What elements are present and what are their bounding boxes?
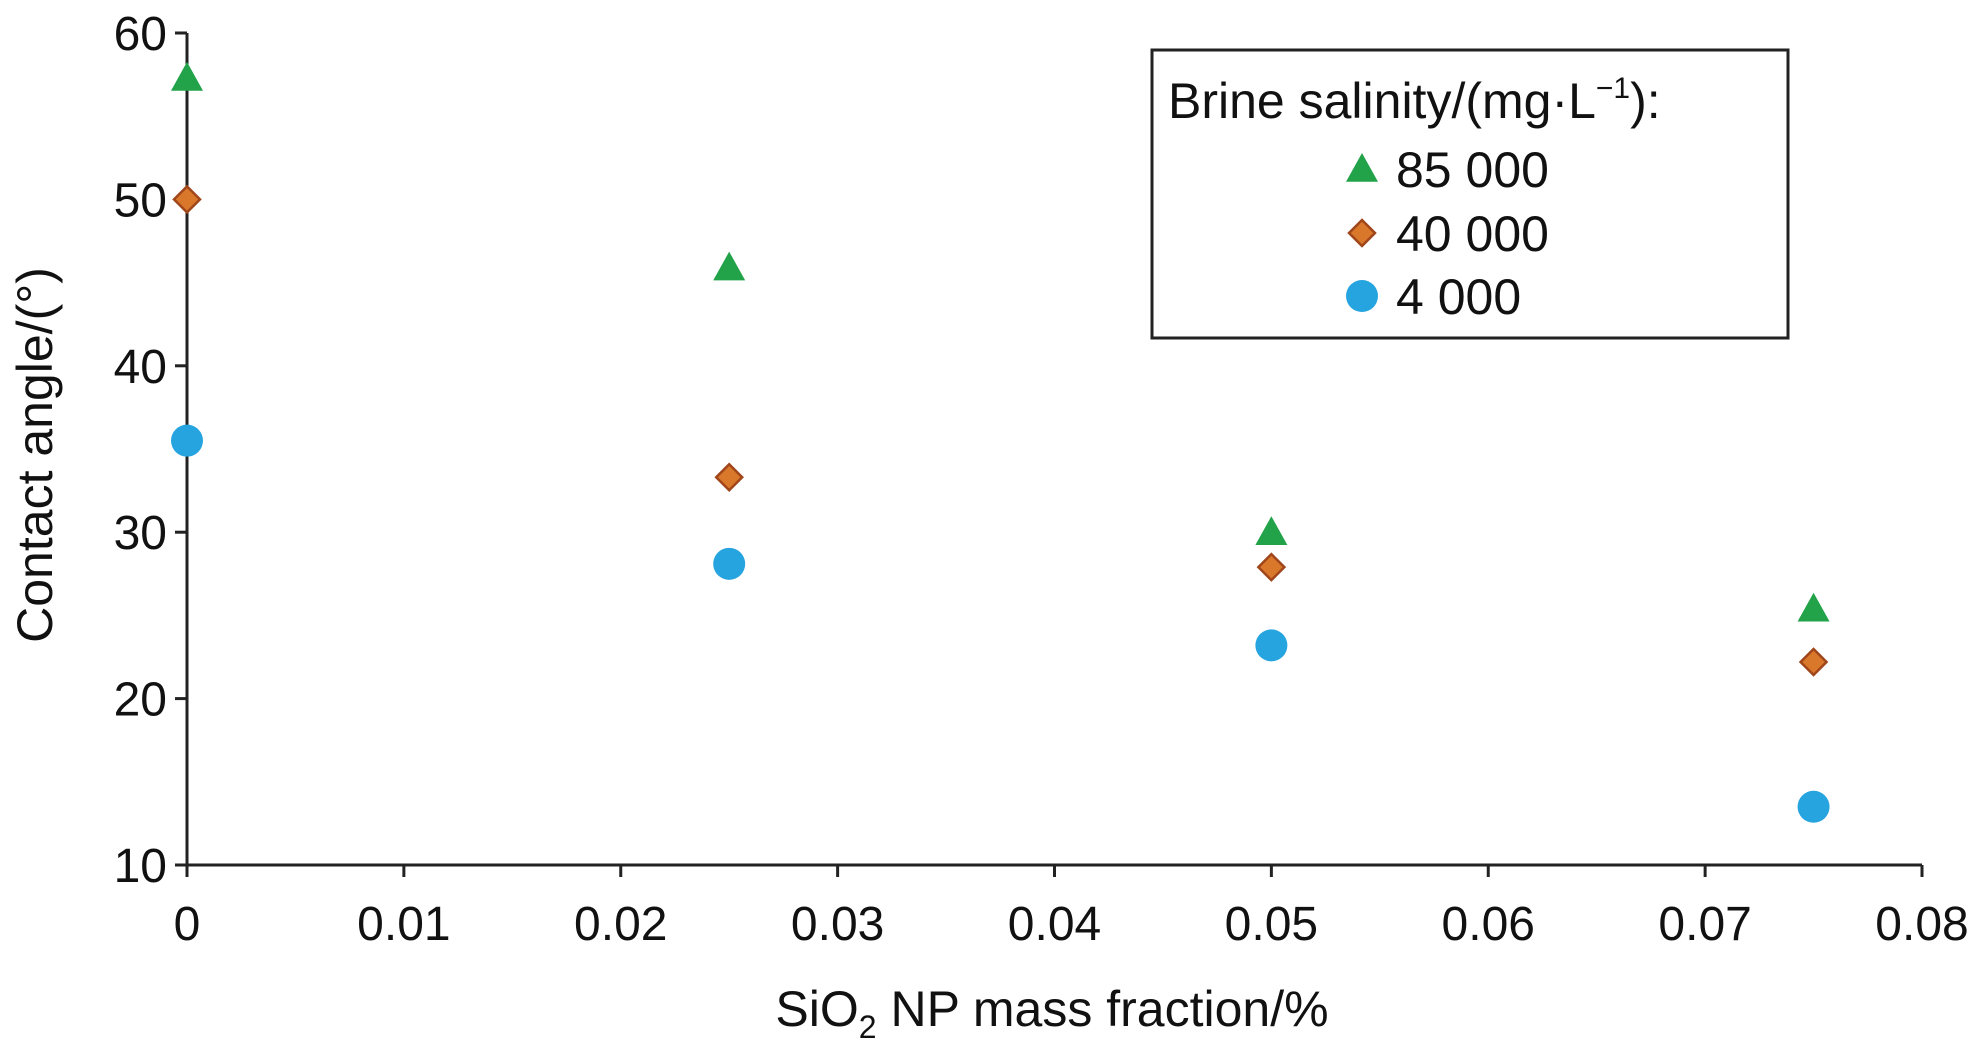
legend-entries: 85 000 40 000 4 000 (1346, 142, 1549, 325)
legend-label: 85 000 (1396, 142, 1549, 198)
y-tick-label: 50 (114, 174, 167, 227)
legend-marker-diamond (1347, 218, 1377, 248)
x-tick-label: 0.02 (574, 898, 667, 951)
x-axis-title: SiO2 NP mass fraction/% (775, 981, 1328, 1045)
x-tick-label: 0.03 (791, 898, 884, 951)
x-axis-title-subscript: 2 (859, 1009, 877, 1045)
y-tick-label: 20 (114, 674, 167, 727)
data-point-diamond (172, 184, 202, 215)
series-triangle-points (171, 61, 1830, 622)
legend: Brine salinity/(mg·L−1): 85 000 40 000 4 0… (1150, 48, 1790, 340)
series-diamond-points (172, 184, 1829, 677)
x-tick-label: 0.05 (1225, 898, 1318, 951)
data-point-diamond (1256, 552, 1287, 582)
data-point-triangle (1797, 592, 1830, 622)
legend-label: 40 000 (1396, 206, 1549, 262)
legend-marker-circle (1346, 280, 1378, 312)
legend-title: Brine salinity/(mg·L−1): (1168, 72, 1661, 129)
data-point-diamond (714, 462, 744, 493)
series-circle-points (171, 424, 1830, 823)
x-ticks: 0 0.01 0.02 0.03 0.04 0.05 0.06 0.07 0.08 (174, 865, 1969, 951)
data-point-circle (713, 547, 746, 580)
data-point-circle (171, 424, 203, 457)
data-point-circle (1255, 629, 1288, 662)
x-tick-label: 0.06 (1442, 898, 1535, 951)
legend-marker-triangle (1346, 153, 1378, 182)
x-tick-label: 0.04 (1008, 898, 1101, 951)
y-ticks: 10 20 30 40 50 60 (114, 8, 187, 893)
data-point-triangle (1255, 516, 1288, 545)
x-tick-label: 0.01 (357, 898, 450, 951)
data-points (171, 61, 1830, 823)
x-tick-label: 0 (174, 898, 201, 951)
y-tick-label: 40 (114, 341, 167, 394)
data-point-circle (1797, 790, 1830, 823)
y-axis-title: Contact angle/(°) (7, 267, 63, 643)
data-point-diamond (1798, 647, 1829, 677)
y-tick-label: 30 (114, 507, 167, 560)
legend-label: 4 000 (1396, 269, 1521, 325)
y-tick-label: 10 (114, 840, 167, 893)
data-point-triangle (713, 251, 746, 281)
data-point-triangle (171, 61, 203, 91)
legend-title-superscript: −1 (1596, 72, 1630, 105)
y-tick-label: 60 (114, 8, 167, 61)
x-tick-label: 0.07 (1658, 898, 1751, 951)
x-tick-label: 0.08 (1875, 898, 1968, 951)
legend-box (1150, 48, 1790, 340)
